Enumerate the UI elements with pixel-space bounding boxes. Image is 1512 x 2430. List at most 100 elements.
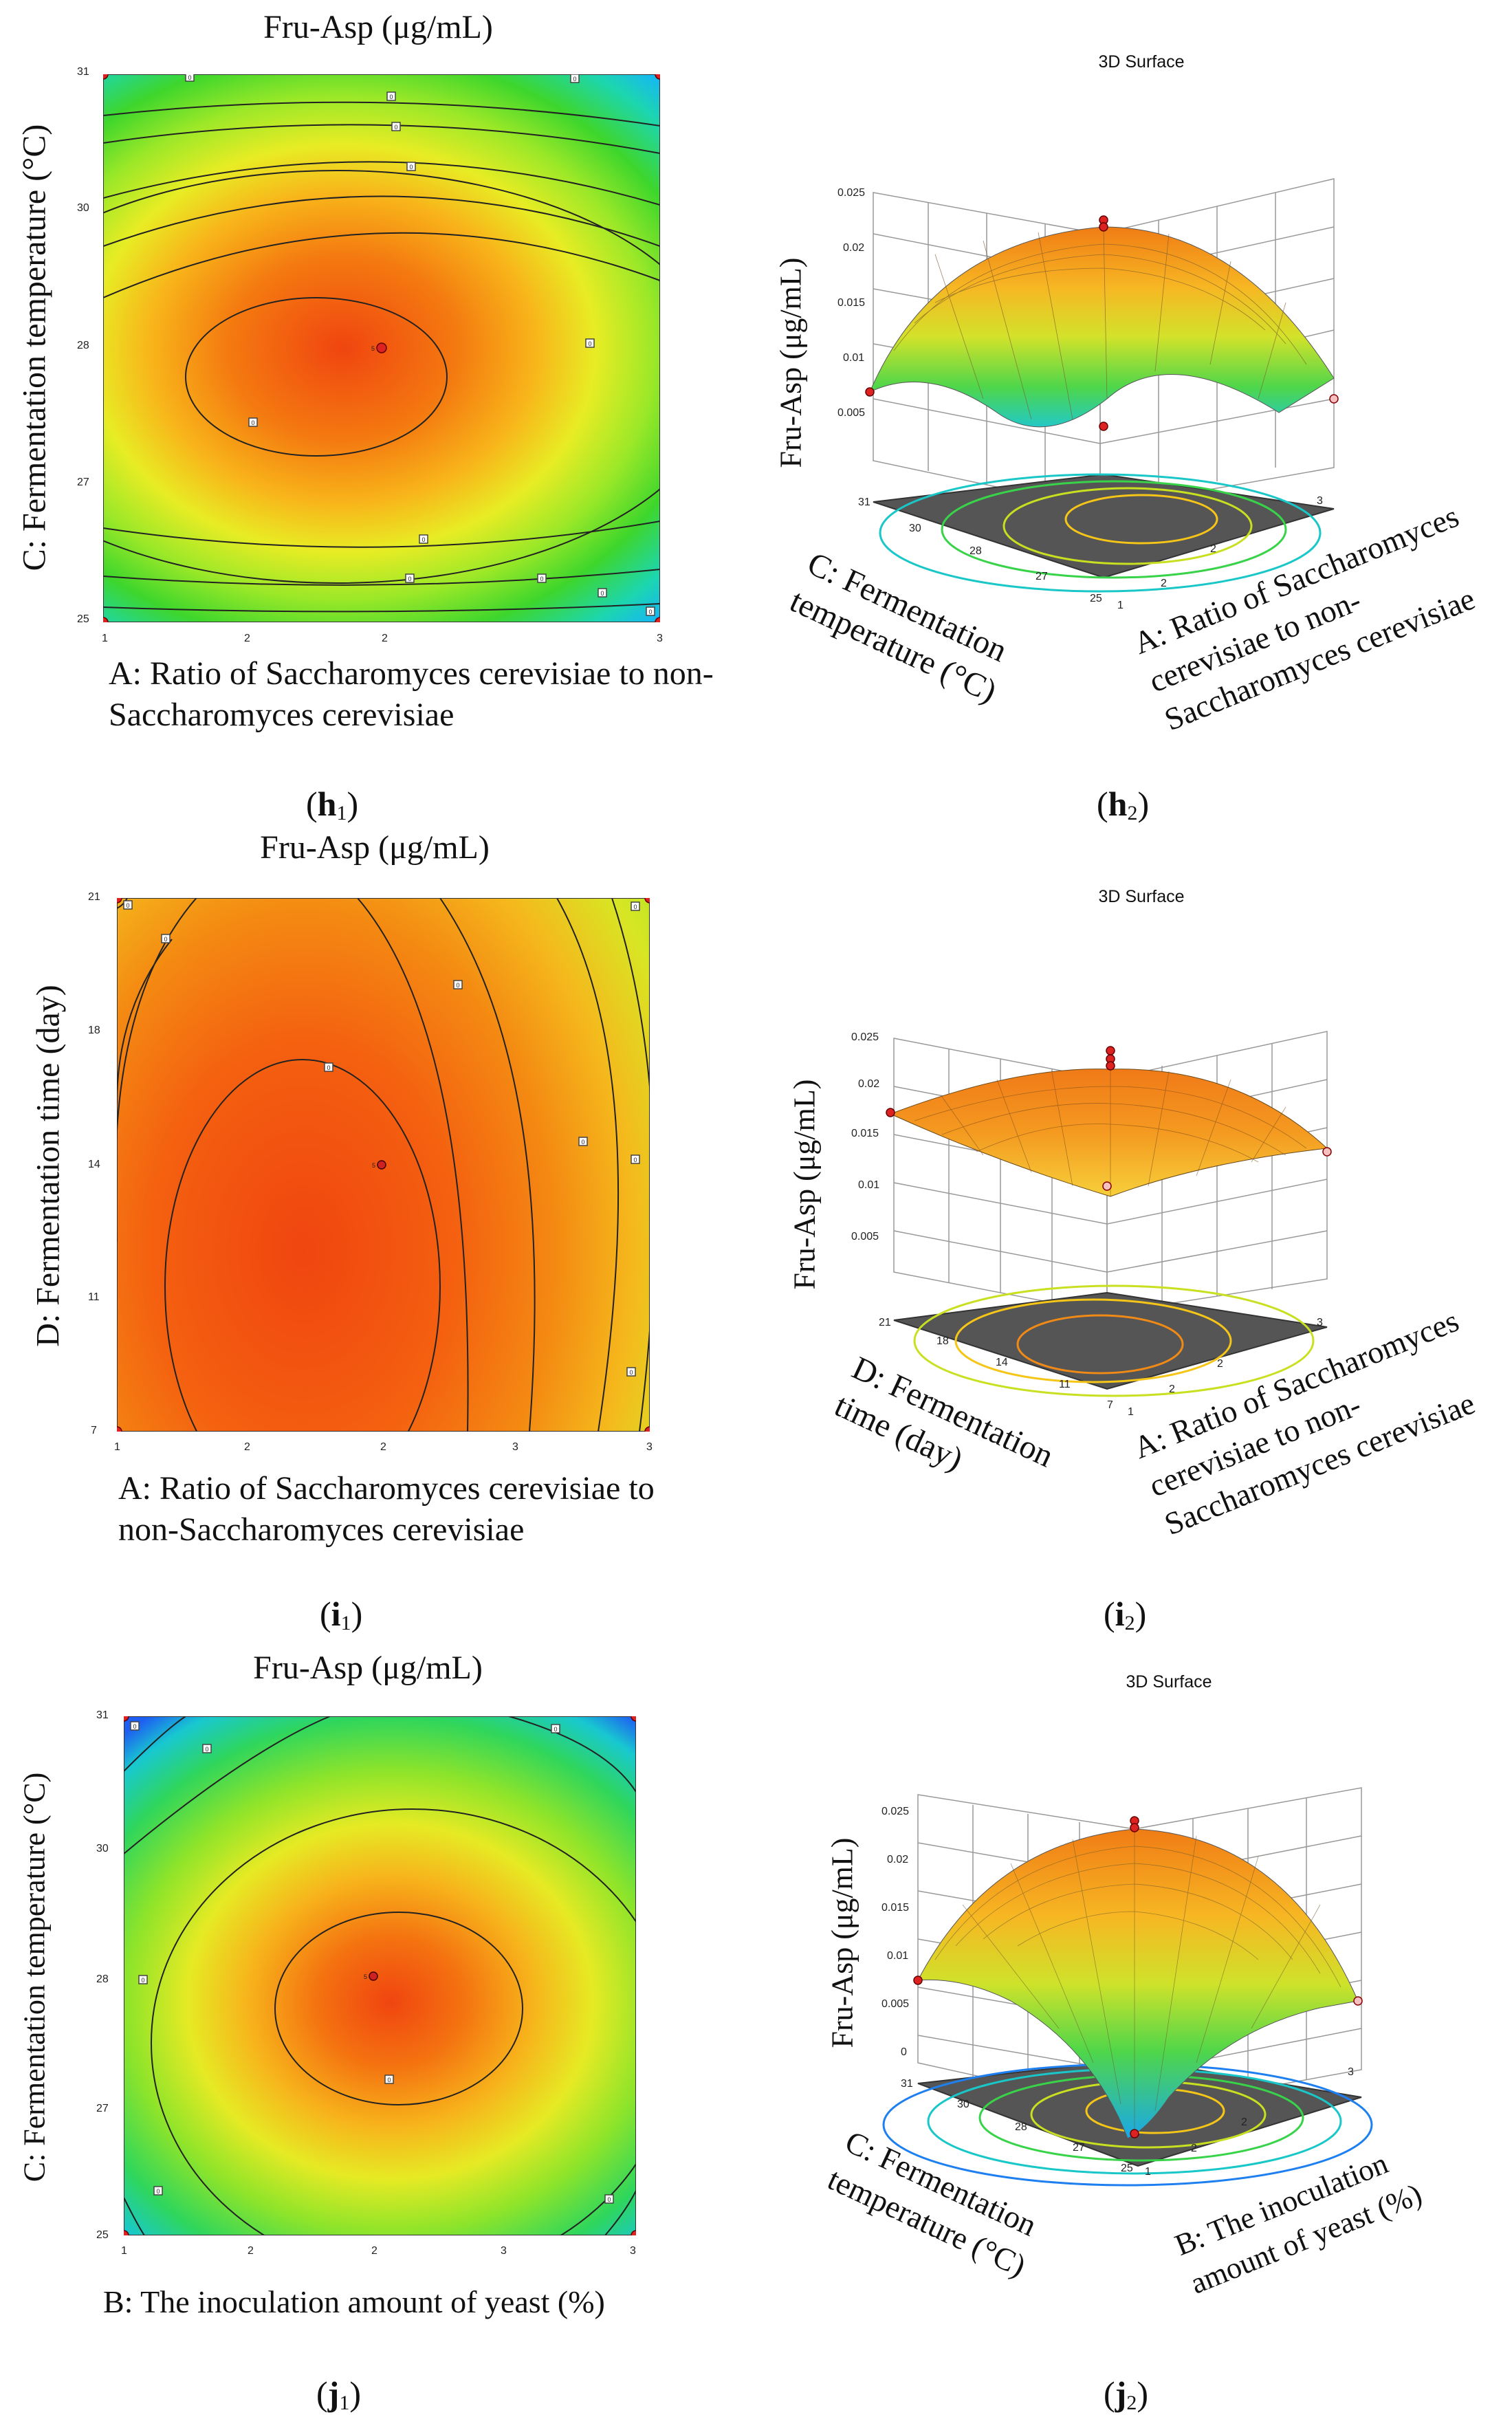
h1-contour-label: 0 — [421, 536, 425, 543]
i2-xtick: 1 — [1128, 1406, 1134, 1418]
h2-xtick: 2 — [1210, 543, 1216, 555]
i2-xtick: 3 — [1317, 1317, 1323, 1328]
i2-ztick: 0.01 — [858, 1179, 880, 1191]
j2-ztick: 0.02 — [887, 1854, 909, 1865]
i2-design-point — [1106, 1046, 1115, 1055]
j1-xtick: 2 — [248, 2245, 254, 2257]
j2-design-point — [1130, 2129, 1139, 2138]
h1-ytick: 31 — [77, 66, 89, 78]
j1-contour-label: 0 — [205, 1746, 208, 1753]
j1-design-point — [631, 1716, 636, 1722]
j1-ytick: 31 — [96, 1709, 109, 1721]
h1-contour-label: 0 — [389, 94, 393, 100]
j1-panel-label: (j1) — [316, 2374, 361, 2414]
i2-ytick: 7 — [1107, 1399, 1113, 1411]
i1-optimum-label: 5 — [372, 1162, 375, 1169]
i1-xtick: 1 — [114, 1441, 120, 1453]
j1-xtick: 1 — [121, 2245, 127, 2257]
h1-xtick: 1 — [102, 633, 108, 644]
i2-panel-label: (i2) — [1104, 1595, 1147, 1634]
i1-xtick: 3 — [512, 1441, 518, 1453]
j1-xtick: 2 — [371, 2245, 377, 2257]
i2-ytick: 21 — [879, 1317, 891, 1328]
h2-xtick: 2 — [1161, 578, 1167, 589]
i1-contour-label: 0 — [126, 902, 129, 909]
j2-ytick: 27 — [1073, 2142, 1085, 2154]
j1-xtick: 3 — [630, 2245, 636, 2257]
h2-xtick: 3 — [1317, 495, 1323, 507]
h1-xlabel: A: Ratio of Saccharomyces cerevisiae to … — [109, 655, 714, 733]
i2-ztick: 0.005 — [851, 1231, 879, 1243]
h1-optimum-point — [376, 342, 387, 353]
i1-xlabel: A: Ratio of Saccharomyces cerevisiae to … — [118, 1470, 655, 1548]
i1-ytick: 21 — [88, 891, 100, 903]
h1-design-point — [103, 74, 109, 80]
i1-ylabel: D: Fermentation time (day) — [30, 985, 67, 1347]
j2-ztick: 0 — [901, 2046, 907, 2058]
h2-ztick: 0.015 — [837, 297, 866, 309]
i1-contour-label: 0 — [629, 1369, 633, 1376]
i1-contour-label: 0 — [327, 1064, 330, 1071]
j2-ytick: 31 — [901, 2078, 913, 2090]
j2-zlabel: Fru-Asp (μg/mL) — [825, 1837, 859, 2048]
i2-design-point — [1322, 1147, 1332, 1157]
i1-contour-plot: 0 0 0 0 0 0 0 0 5 — [117, 898, 650, 1432]
i1-contour-label: 0 — [456, 982, 459, 989]
h2-ytick: 31 — [858, 496, 870, 508]
i1-design-point — [117, 1426, 122, 1432]
h1-ytick: 27 — [77, 477, 89, 488]
h1-contour-label: 0 — [588, 340, 591, 347]
j2-xtick: 2 — [1191, 2143, 1197, 2154]
j2-surface-plot — [882, 1787, 1373, 2187]
j1-ylabel: C: Fermentation temperature (°C) — [17, 1772, 52, 2182]
h1-contour-label: 0 — [251, 419, 254, 426]
i1-xtick: 2 — [380, 1441, 386, 1453]
h2-ztick: 0.01 — [843, 352, 865, 364]
h2-ytick: 27 — [1036, 571, 1048, 582]
j1-contour-label: 0 — [141, 1977, 144, 1984]
i1-design-point — [644, 1426, 650, 1432]
h1-contour-plot: 0 0 0 0 0 0 0 0 0 0 0 0 5 — [103, 74, 660, 622]
j2-title: 3D Surface — [1126, 1672, 1212, 1692]
h2-panel-label: (h2) — [1097, 785, 1150, 824]
h1-contour-label: 0 — [409, 164, 413, 171]
i2-ztick: 0.015 — [851, 1128, 879, 1139]
h1-title: Fru-Asp (μg/mL) — [263, 9, 493, 45]
j1-contour-label: 0 — [607, 2196, 611, 2203]
h1-ytick: 28 — [77, 340, 89, 351]
h1-contour-label: 0 — [408, 576, 411, 582]
j1-ytick: 28 — [96, 1973, 109, 1985]
i1-design-point — [117, 898, 122, 904]
j2-xtick: 2 — [1241, 2116, 1247, 2128]
i1-ytick: 18 — [88, 1025, 100, 1036]
j1-contour-label: 0 — [554, 1726, 557, 1733]
j2-ytick: 28 — [1015, 2121, 1027, 2133]
h2-design-point — [1329, 394, 1339, 404]
i2-design-point — [886, 1108, 895, 1117]
j2-xtick: 1 — [1145, 2166, 1151, 2178]
h1-xtick: 2 — [244, 633, 250, 644]
h1-contour-label: 0 — [540, 576, 543, 582]
i2-base-plane — [893, 1291, 1328, 1390]
h1-ylabel: C: Fermentation temperature (°C) — [16, 124, 53, 571]
i1-contour-label: 0 — [581, 1139, 584, 1146]
h2-ztick: 0.005 — [837, 407, 866, 419]
h2-title: 3D Surface — [1098, 52, 1185, 72]
i1-design-point — [644, 898, 650, 904]
h2-surface-plot — [865, 178, 1339, 593]
i1-ytick: 11 — [88, 1291, 100, 1303]
i2-title: 3D Surface — [1098, 887, 1185, 906]
j1-title: Fru-Asp (μg/mL) — [253, 1650, 483, 1686]
i1-contour-label: 0 — [164, 936, 167, 943]
h1-contour-label: 0 — [600, 590, 604, 597]
h2-ztick: 0.02 — [843, 242, 865, 254]
j2-ztick: 0.015 — [881, 1902, 910, 1914]
j2-ztick: 0.025 — [881, 1806, 910, 1817]
h1-design-point — [103, 617, 109, 622]
h2-ytick: 30 — [909, 523, 921, 534]
j2-ztick: 0.005 — [881, 1998, 910, 2010]
h2-xtick: 1 — [1117, 600, 1124, 611]
h1-xtick: 2 — [382, 633, 388, 644]
h2-ytick: 25 — [1090, 593, 1102, 604]
j2-ytick: 30 — [957, 2099, 969, 2110]
